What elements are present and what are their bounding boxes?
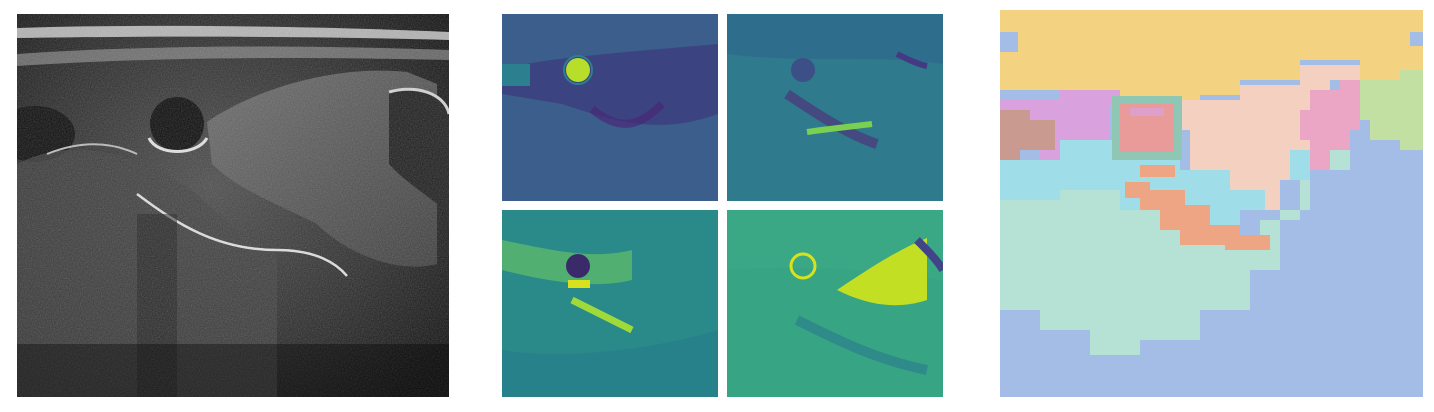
feature-map-4-bright-wedge: [837, 238, 927, 306]
feature-map-3-bottom: [502, 330, 718, 397]
feature-map-4-vessel-ring: [789, 252, 817, 280]
feature-map-1: [502, 14, 718, 201]
segmentation-map: [1000, 10, 1423, 397]
segment-orange: [1125, 182, 1270, 250]
far-field-fade: [17, 344, 449, 397]
feature-map-2-top: [727, 14, 943, 64]
speckle-noise: [17, 14, 449, 397]
segment-mint: [1000, 140, 1350, 355]
segment-orange-small: [1140, 165, 1175, 177]
feature-map-2-dark-streak: [784, 89, 879, 149]
segment-right-notch: [1410, 32, 1423, 46]
segment-brown-pink: [1000, 110, 1055, 160]
segment-light-green: [1360, 70, 1423, 150]
feature-map-3: [502, 210, 718, 397]
feature-map-3-svg: [502, 210, 718, 397]
segment-left-notch: [1000, 32, 1018, 52]
segment-vessel-top: [1130, 108, 1164, 116]
feature-map-2-bright-band: [806, 121, 873, 135]
feature-map-1-dark-band: [502, 44, 718, 125]
segment-pink: [1300, 80, 1360, 170]
feature-map-4-svg: [727, 210, 943, 397]
feature-map-3-yellow-1: [568, 280, 590, 288]
feature-map-4-shade: [794, 315, 928, 375]
segment-top-band: [1000, 10, 1423, 100]
ultrasound-svg: [17, 14, 449, 397]
feature-map-2-vessel: [791, 58, 815, 82]
feature-map-1-hotspot: [566, 58, 590, 82]
feature-map-2-svg: [727, 14, 943, 201]
feature-map-2: [727, 14, 943, 201]
feature-map-1-left-patch: [502, 64, 530, 86]
feature-map-4: [727, 210, 943, 397]
feature-map-1-streak: [589, 101, 665, 128]
segmentation-svg: [1000, 10, 1423, 397]
feature-map-1-hotspot-ring: [563, 55, 593, 85]
feature-map-3-yellow-streak: [570, 296, 634, 334]
feature-map-3-vessel: [566, 254, 590, 278]
feature-map-2-right-spot: [895, 51, 928, 69]
feature-map-4-dark-edge: [914, 237, 943, 273]
feature-map-1-svg: [502, 14, 718, 201]
ultrasound-image: [17, 14, 449, 397]
